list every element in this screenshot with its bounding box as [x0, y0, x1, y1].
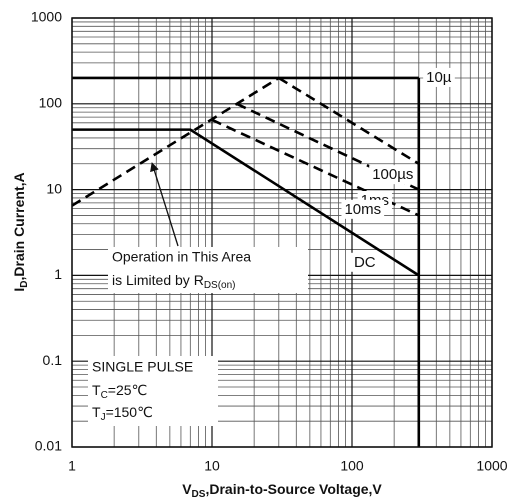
x-tick-label: 100 — [340, 458, 364, 474]
series-label-bg — [341, 199, 385, 219]
rds-limit-line — [71, 76, 280, 207]
x-tick-label: 10 — [204, 458, 220, 474]
y-tick-label: 100 — [39, 95, 63, 111]
tc-rest: =25℃ — [108, 382, 147, 398]
condition-tj: TJ=150℃ — [92, 404, 153, 423]
series-label-bg — [350, 252, 379, 272]
x-title-main: V — [182, 481, 192, 497]
tj-main: T — [92, 404, 101, 420]
annotation-line1: Operation in This Area — [112, 249, 251, 265]
y-title-rest: ,Drain Current,A — [11, 172, 27, 280]
series-label-bg — [423, 67, 455, 87]
y-tick-label: 0.1 — [43, 352, 63, 368]
series-label: 10µ — [426, 69, 452, 86]
annotation-sub: DS(on) — [204, 280, 236, 291]
series-line — [211, 118, 420, 217]
y-tick-label: 1 — [54, 266, 62, 282]
plot-frame — [71, 17, 493, 448]
x-title-rest: ,Drain-to-Source Voltage,V — [205, 481, 382, 497]
series-label: 100µs — [372, 166, 413, 183]
series-labels: 10µ100µs1ms10msDC — [341, 67, 455, 272]
y-title-main: I — [11, 288, 27, 292]
tc-main: T — [92, 382, 101, 398]
series-label: 10ms — [344, 201, 381, 218]
tj-sub: J — [101, 412, 106, 423]
conditions-bg — [88, 356, 218, 426]
x-tick-label: 1000 — [476, 458, 507, 474]
annotation-bg — [108, 247, 308, 293]
x-axis-title: VDS,Drain-to-Source Voltage,V — [182, 481, 382, 500]
y-axis-title: ID,Drain Current,A — [11, 172, 30, 291]
annotation-line2: is Limited by RDS(on) — [112, 272, 236, 291]
condition-tc: TC=25℃ — [92, 382, 147, 401]
x-tick-label: 1 — [68, 458, 76, 474]
y-tick-label: 10 — [46, 180, 62, 196]
annotation-arrow — [150, 162, 179, 247]
x-title-sub: DS — [192, 489, 206, 500]
y-tick-label: 1000 — [31, 9, 62, 25]
condition-pulse: SINGLE PULSE — [92, 359, 193, 375]
tc-sub: C — [101, 390, 108, 401]
y-tick-label: 0.01 — [35, 438, 62, 454]
y-title-sub: D — [19, 281, 30, 288]
tj-rest: =150℃ — [106, 404, 153, 420]
series-label-bg — [369, 165, 417, 185]
annotation-text: is Limited by R — [112, 272, 204, 288]
series-line — [278, 76, 420, 165]
series-label: DC — [354, 254, 376, 271]
series-line — [72, 128, 420, 277]
